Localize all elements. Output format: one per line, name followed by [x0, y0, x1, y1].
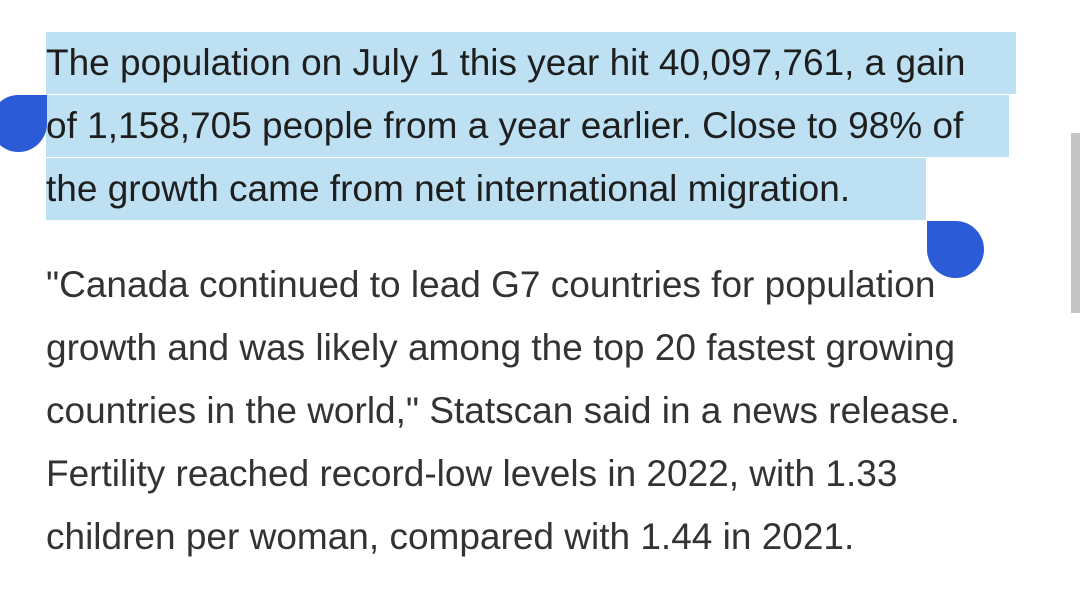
selected-text-line[interactable]: The population on July 1 this year hit 4… [46, 32, 1016, 94]
scrollbar[interactable] [1071, 133, 1080, 313]
selection-end-handle[interactable] [927, 221, 984, 278]
paragraph-line: children per woman, compared with 1.44 i… [46, 516, 855, 557]
selection-start-handle[interactable] [0, 95, 47, 152]
paragraph-line: countries in the world," Statscan said i… [46, 390, 960, 431]
paragraph-line: "Canada continued to lead G7 countries f… [46, 264, 936, 305]
paragraph-line: growth and was likely among the top 20 f… [46, 327, 956, 368]
selected-text-line[interactable]: the growth came from net international m… [46, 158, 926, 220]
paragraph-line: Fertility reached record-low levels in 2… [46, 453, 898, 494]
selected-text-line[interactable]: of 1,158,705 people from a year earlier.… [46, 95, 1009, 157]
